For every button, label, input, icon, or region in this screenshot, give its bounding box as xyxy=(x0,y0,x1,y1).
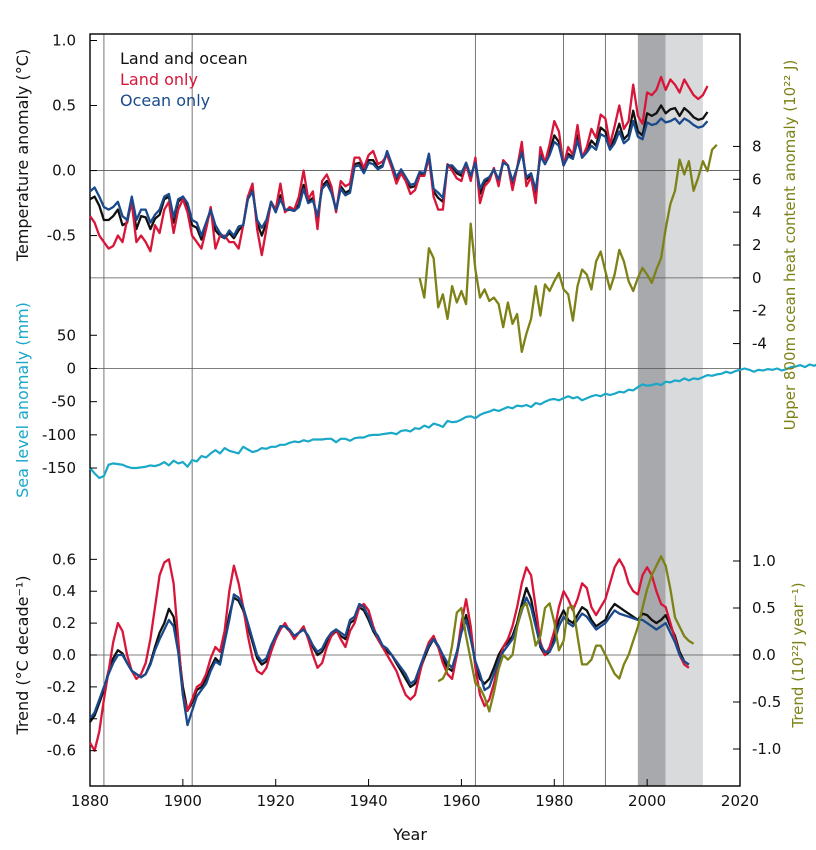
heat_trend-y-label-0.0: 0.0 xyxy=(752,646,776,664)
sea_level-y-label--50: -50 xyxy=(52,393,77,411)
temperature-y-label-0.0: 0.0 xyxy=(52,162,76,180)
heat_trend-y-label--1.0: -1.0 xyxy=(752,740,781,758)
sea_level-y-label--100: -100 xyxy=(42,426,76,444)
background-layer xyxy=(90,34,740,786)
temperature-series-land-only xyxy=(89,75,709,257)
temperature-y-label--0.5: -0.5 xyxy=(47,227,76,245)
temperature-axis-label: Temperature anomaly (°C) xyxy=(13,49,32,262)
legend-ocean-only: Ocean only xyxy=(120,91,210,110)
sea-level-axis-label: Sea level anomaly (mm) xyxy=(13,302,32,498)
trend-y-label-0.4: 0.4 xyxy=(52,582,76,600)
x-tick-label-1980: 1980 xyxy=(535,792,573,810)
temperature-series-ocean-only xyxy=(89,117,709,240)
x-axis-label: Year xyxy=(392,825,427,844)
shaded-period-1998-2004 xyxy=(637,34,666,786)
trend-y-label-0.0: 0.0 xyxy=(52,646,76,664)
trend-y-label--0.4: -0.4 xyxy=(47,710,76,728)
trend-y-label--0.2: -0.2 xyxy=(47,678,76,696)
heat_trend-y-label--0.5: -0.5 xyxy=(752,693,781,711)
x-tick-label-2000: 2000 xyxy=(628,792,666,810)
x-tick-label-1880: 1880 xyxy=(71,792,109,810)
trend-y-label-0.2: 0.2 xyxy=(52,614,76,632)
trend-series-ocean-only xyxy=(89,593,690,727)
x-tick-label-1900: 1900 xyxy=(164,792,202,810)
x-tick-label-1920: 1920 xyxy=(257,792,295,810)
plot-frame xyxy=(89,33,741,787)
trend-y-label--0.6: -0.6 xyxy=(47,742,76,760)
ocean_heat-y-label-8: 8 xyxy=(752,137,762,155)
temperature-y-label-1.0: 1.0 xyxy=(52,32,76,50)
series-layer xyxy=(89,75,816,752)
ocean-heat-axis-label: Upper 800m ocean heat content anomaly (1… xyxy=(781,60,799,431)
ocean_heat-y-label--4: -4 xyxy=(752,335,767,353)
trend-series-land-only xyxy=(89,558,690,752)
heat_trend-y-label-1.0: 1.0 xyxy=(752,552,776,570)
heat-trend-axis-label: Trend (10²²J year⁻¹) xyxy=(789,582,807,728)
ocean_heat-y-label-4: 4 xyxy=(752,203,762,221)
legend-land-ocean: Land and ocean xyxy=(120,49,248,68)
legend-land-only: Land only xyxy=(120,70,198,89)
heat_trend-series-heat-trend xyxy=(437,555,695,713)
axis-layer: 1880 1900 1920 1940 1960 1980 2000 2020 1.0 0.5 0.… xyxy=(42,32,781,810)
sea_level-y-label--150: -150 xyxy=(42,459,76,477)
temperature-legend: Land and ocean Land only Ocean only xyxy=(120,49,248,110)
trend-y-label-0.6: 0.6 xyxy=(52,550,76,568)
sea_level-y-label-0: 0 xyxy=(66,359,76,377)
x-tick-label-1940: 1940 xyxy=(349,792,387,810)
x-tick-label-1960: 1960 xyxy=(442,792,480,810)
ocean_heat-y-label-6: 6 xyxy=(752,170,762,188)
sea_level-y-label-50: 50 xyxy=(57,326,76,344)
temperature-y-label-0.5: 0.5 xyxy=(52,97,76,115)
shaded-period-2004-2012 xyxy=(665,34,703,786)
sea_level-series-sea-level xyxy=(89,363,816,480)
x-tick-label-2020: 2020 xyxy=(721,792,759,810)
heat_trend-y-label-0.5: 0.5 xyxy=(752,599,776,617)
ocean_heat-series-ocean-heat xyxy=(418,144,718,353)
ocean_heat-y-label-2: 2 xyxy=(752,236,762,254)
trend-axis-label: Trend (°C decade⁻¹) xyxy=(13,575,32,735)
ocean_heat-y-label--2: -2 xyxy=(752,302,767,320)
ocean_heat-y-label-0: 0 xyxy=(752,269,762,287)
